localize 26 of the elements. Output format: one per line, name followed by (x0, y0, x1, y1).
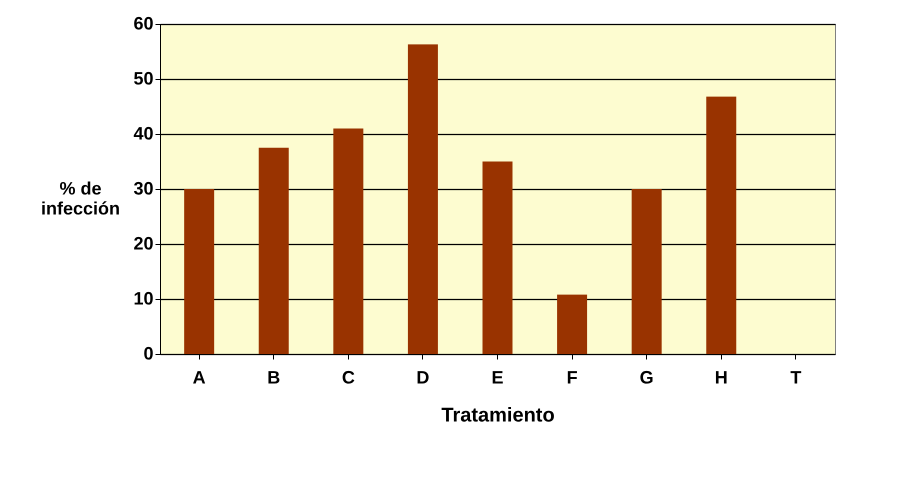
y-axis-title: % de infección (40, 178, 120, 218)
y-tick-label: 30 (133, 178, 154, 198)
x-tick-label: A (192, 368, 206, 388)
y-tick-label: 60 (133, 14, 154, 34)
x-tick-label: E (491, 368, 504, 388)
bar (258, 148, 289, 354)
bar (184, 189, 214, 354)
x-tick-label: T (790, 368, 802, 388)
x-tick-label: F (566, 368, 578, 388)
y-tick-label: 0 (143, 344, 154, 364)
y-tick-label: 20 (133, 234, 154, 254)
bar (408, 44, 438, 354)
x-tick-label: B (267, 368, 280, 388)
bar (632, 189, 662, 354)
x-tick-label: H (714, 368, 728, 388)
bar (557, 294, 588, 354)
x-tick-label: G (640, 368, 654, 388)
bar (333, 128, 364, 354)
x-tick-label: D (416, 368, 430, 388)
x-tick-label: C (342, 368, 355, 388)
x-axis-title: Tratamiento (441, 404, 555, 426)
bar (706, 96, 736, 354)
bar (482, 162, 512, 354)
y-tick-label: 10 (133, 288, 154, 308)
y-tick-label: 40 (133, 124, 154, 144)
y-tick-label: 50 (133, 68, 154, 88)
